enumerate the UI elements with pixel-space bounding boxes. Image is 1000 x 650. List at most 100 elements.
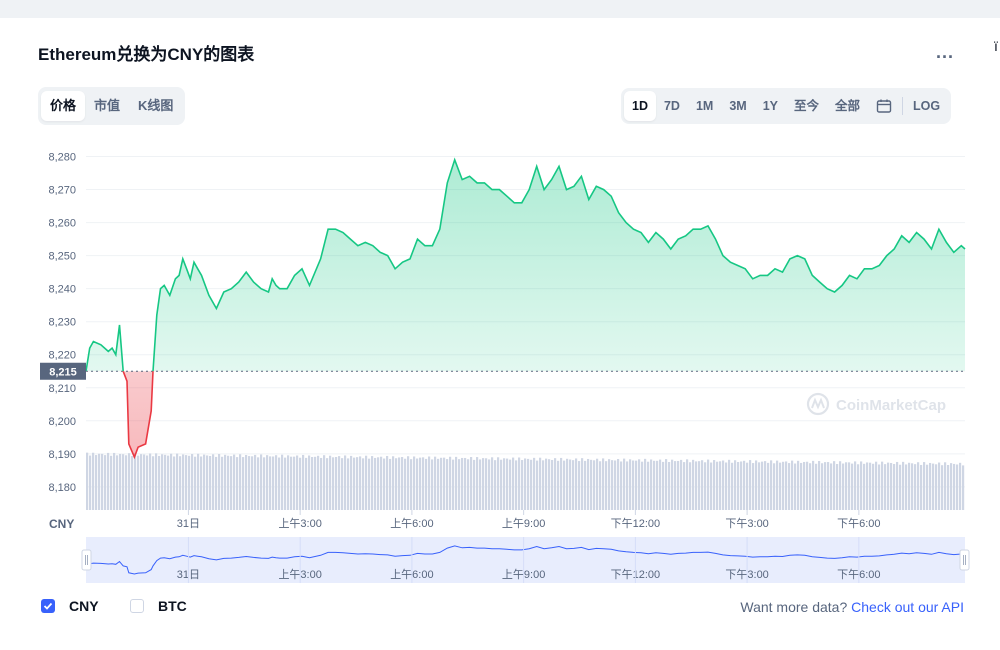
volume-bar [254,454,257,510]
volume-bar [242,457,245,510]
svg-text:8,215: 8,215 [49,366,77,378]
volume-bar [182,454,185,510]
volume-bar [98,453,101,510]
volume-bar [278,457,281,510]
volume-bar [125,455,128,510]
volume-bar [296,455,299,510]
volume-bar [416,458,419,510]
volume-bar [311,457,314,510]
volume-bar [170,453,173,510]
volume-bar [713,460,716,510]
volume-bar [905,464,908,510]
volume-bar [107,452,110,510]
volume-bar [674,461,677,510]
volume-bar [701,460,704,510]
volume-bar [707,459,710,510]
volume-bar [437,458,440,510]
volume-bar [635,460,638,510]
volume-bar [263,457,266,510]
volume-bar [515,460,518,510]
volume-bar [611,460,614,510]
navigator-handle-left[interactable] [81,549,92,571]
navigator-handle-right[interactable] [959,549,970,571]
volume-bar [836,464,839,510]
volume-bar [458,459,461,510]
checkbox-unchecked-icon[interactable] [130,599,144,613]
volume-bar [758,462,761,510]
volume-bar [530,459,533,510]
volume-bar [185,455,188,510]
navigator-line [85,545,966,575]
volume-bar [131,456,134,510]
volume-bar [380,456,383,510]
volume-bar [866,462,869,510]
volume-bar [503,458,506,510]
checkbox-checked-icon[interactable] [41,599,55,613]
volume-bar [338,456,341,510]
volume-bar [923,462,926,510]
volume-bar [122,454,125,510]
api-link[interactable]: Check out our API [851,599,964,615]
x-tick-label: 下午12:00 [611,517,661,530]
volume-bar [950,463,953,510]
volume-bar [92,452,95,510]
volume-bar [203,454,206,510]
volume-bar [362,458,365,510]
calendar-icon[interactable] [868,91,900,121]
volume-bar [155,453,158,510]
volume-bar [734,460,737,510]
range-all[interactable]: 全部 [835,99,861,113]
volume-bar [545,458,548,510]
tab-price[interactable]: 价格 [41,91,86,121]
volume-bar [662,461,665,510]
volume-bar [434,456,437,510]
volume-bar [671,459,674,510]
edge-glyph: ï [994,38,998,54]
volume-bar [371,456,374,510]
volume-bar [650,459,653,510]
volume-bar [395,458,398,510]
range-3m[interactable]: 3M [729,99,747,113]
price-chart[interactable]: 8,280 8,270 8,260 8,250 8,240 8,230 8,220 8,210… [0,0,1000,600]
volume-bar [902,461,905,510]
legend-item-cny[interactable]: CNY [41,598,99,614]
volume-bar [422,457,425,510]
range-1y[interactable]: 1Y [762,99,779,113]
volume-bar [554,458,557,510]
range-ytd[interactable]: 至今 [794,99,820,113]
volume-bar [272,456,275,510]
volume-bar [413,456,416,510]
x-tick-label: 下午3:00 [725,517,768,530]
more-options-button[interactable]: ... [936,42,955,62]
volume-bar [134,453,137,510]
volume-bar [614,460,617,510]
legend-item-btc[interactable]: BTC [130,598,187,614]
tab-market-cap[interactable]: 市值 [94,98,121,113]
volume-bar [536,460,539,510]
range-1m[interactable]: 1M [695,99,714,113]
volume-bar [200,456,203,510]
y-tick-label: 8,260 [48,218,76,230]
volume-bar [149,453,152,510]
volume-bar [305,457,308,510]
volume-bar [794,463,797,510]
tab-candlestick[interactable]: K线图 [138,98,174,113]
api-prompt: Want more data? Check out our API [740,599,964,615]
volume-bar [782,461,785,510]
volume-bar [755,460,758,510]
range-7d[interactable]: 7D [663,99,680,113]
volume-bar [173,456,176,510]
volume-bar [596,458,599,510]
range-1d[interactable]: 1D [624,91,656,121]
volume-bar [239,454,242,510]
volume-bar [356,457,359,510]
volume-bar [695,461,698,510]
log-scale-toggle[interactable]: LOG [913,99,941,113]
range-navigator[interactable]: 31日 上午3:00 上午6:00 上午9:00 下午12:00 下午3:00 下午6:00 [81,537,970,583]
volume-bar [812,460,815,510]
volume-bar [461,457,464,510]
volume-bar [245,454,248,510]
volume-bar [137,455,140,510]
volume-bar [194,456,197,510]
volume-bar [392,456,395,510]
